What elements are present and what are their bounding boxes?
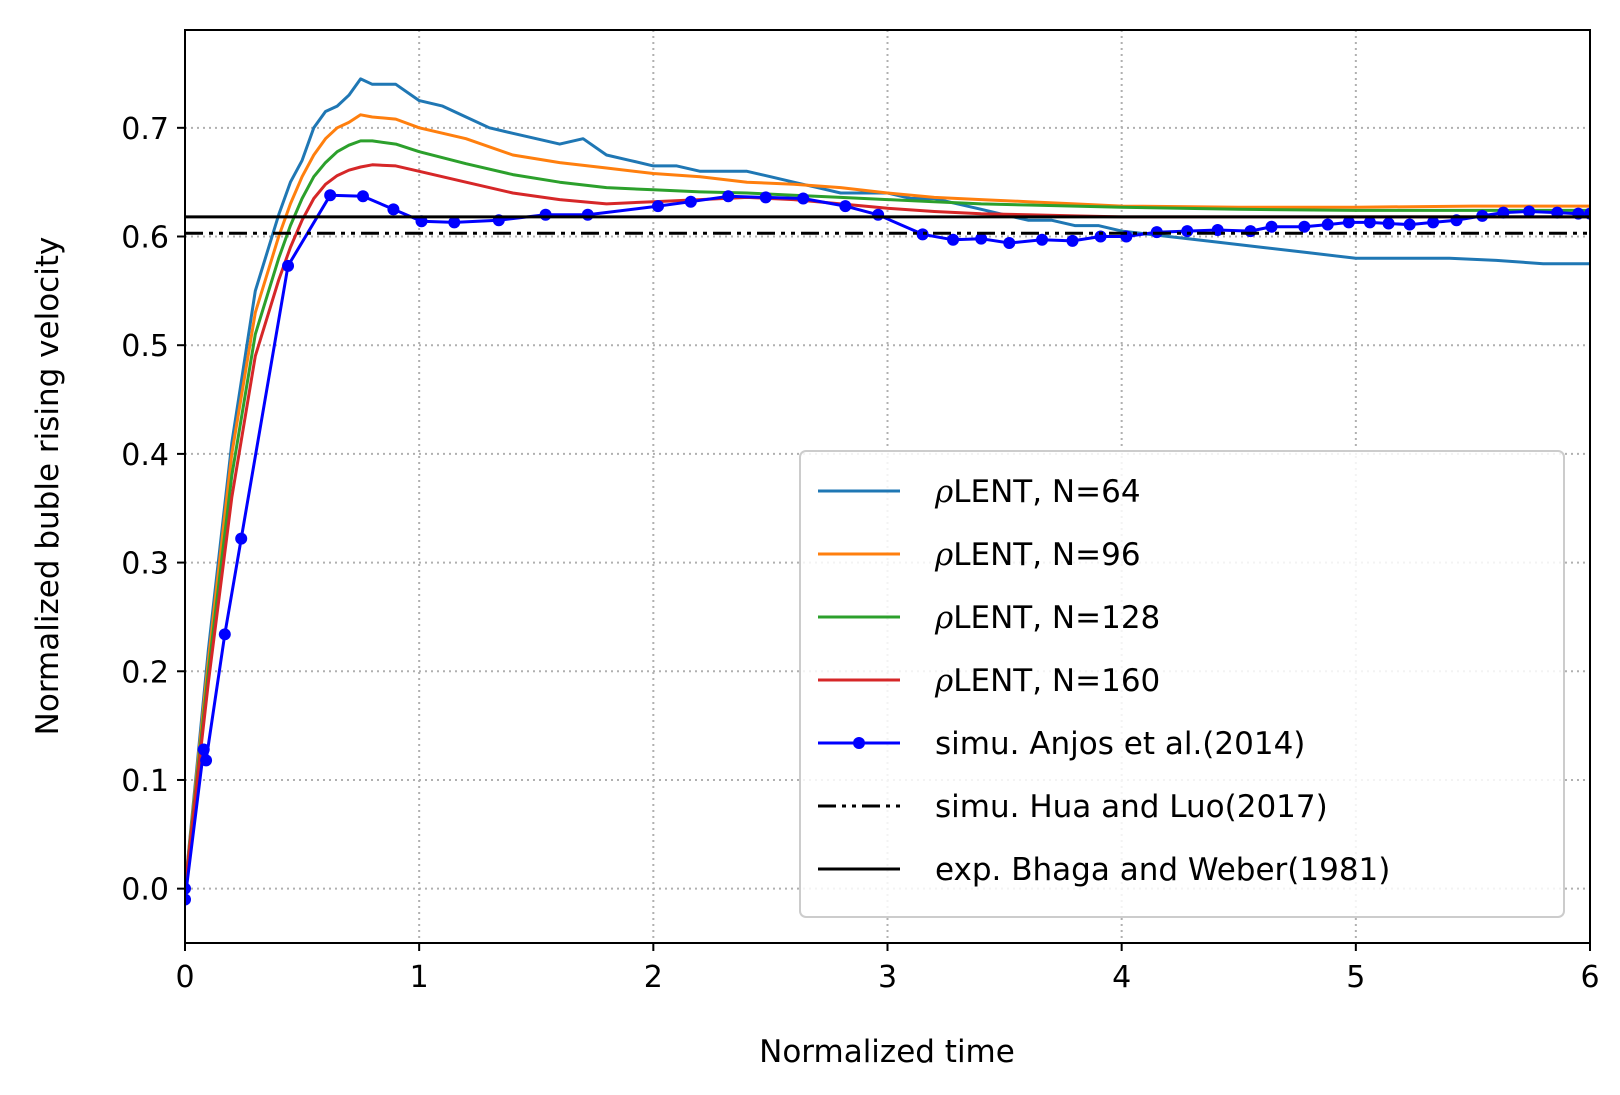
series-point-4 [1427, 216, 1440, 229]
series-point-4 [185, 893, 191, 906]
y-tick-label: 0.3 [121, 547, 169, 582]
x-tick-label: 4 [1112, 960, 1131, 995]
series-point-4 [197, 743, 210, 756]
series-point-4 [947, 233, 960, 246]
series-point-4 [1036, 233, 1049, 246]
legend-label-6: exp. Bhaga and Weber(1981) [935, 852, 1390, 888]
y-tick-label: 0.4 [121, 438, 169, 473]
series-point-4 [200, 754, 213, 767]
series-point-4 [1298, 220, 1311, 233]
series-point-4 [1094, 230, 1107, 243]
x-axis-label: Normalized time [759, 1034, 1015, 1070]
series-point-4 [1244, 225, 1257, 238]
series-point-4 [797, 192, 810, 205]
x-tick-label: 2 [644, 960, 663, 995]
series-point-4 [1523, 205, 1536, 218]
series-point-4 [282, 259, 295, 272]
legend-name: simu. Anjos et al.(2014) [935, 726, 1305, 762]
legend-label-2: ρLENT, N=128 [934, 600, 1160, 636]
series-point-4 [1382, 217, 1395, 230]
series-point-4 [872, 208, 885, 221]
series-point-4 [652, 200, 665, 213]
y-tick-label: 0.2 [121, 655, 169, 690]
series-point-4 [1181, 225, 1194, 238]
legend-name: exp. Bhaga and Weber(1981) [935, 852, 1390, 888]
y-tick-label: 0.6 [121, 221, 169, 256]
series-point-4 [1363, 216, 1376, 229]
series-point-4 [722, 190, 735, 203]
series-point-4 [448, 216, 461, 229]
series-point-4 [235, 532, 248, 545]
series-point-4 [975, 232, 988, 245]
legend-label-5: simu. Hua and Luo(2017) [935, 789, 1328, 825]
series-point-4 [684, 195, 697, 208]
series-point-4 [1342, 216, 1355, 229]
legend-label-3: ρLENT, N=160 [934, 663, 1160, 699]
legend-name: LENT, N=128 [953, 600, 1160, 636]
y-axis-label: Normalized buble rising velocity [30, 237, 66, 736]
legend-rho-symbol: ρ [934, 663, 953, 699]
series-point-4 [185, 882, 191, 895]
y-tick-label: 0.5 [121, 329, 169, 364]
x-tick-label: 0 [175, 960, 194, 995]
series-line-3 [185, 163, 1590, 889]
series-point-4 [1265, 220, 1278, 233]
legend-label-1: ρLENT, N=96 [934, 537, 1141, 573]
series-point-4 [387, 203, 400, 216]
legend-name: LENT, N=96 [953, 537, 1140, 573]
legend-rho-symbol: ρ [934, 537, 953, 573]
series-point-4 [839, 200, 852, 213]
legend-rho-symbol: ρ [934, 600, 953, 636]
series-line-2 [185, 139, 1590, 889]
series-line-1 [185, 113, 1590, 889]
x-tick-label: 6 [1580, 960, 1599, 995]
x-tick-label: 5 [1346, 960, 1365, 995]
legend-name: LENT, N=64 [953, 474, 1140, 510]
series-layer [185, 77, 1590, 906]
series-point-4 [1066, 234, 1079, 247]
series-point-4 [1403, 218, 1416, 231]
legend-box [799, 450, 1565, 918]
series-point-4 [1003, 237, 1016, 250]
series-line-0 [185, 77, 1590, 889]
series-point-4 [218, 628, 231, 641]
y-tick-label: 0.0 [121, 873, 169, 908]
y-tick-label: 0.1 [121, 764, 169, 799]
y-tick-label: 0.7 [121, 112, 169, 147]
legend-name: LENT, N=160 [953, 663, 1160, 699]
x-tick-label: 1 [410, 960, 429, 995]
ticks: 0 1 2 3 4 5 6 0.0 0.1 0.2 0.3 0.4 0.5 0.6 0.7 [121, 112, 1599, 995]
legend-marker-4 [853, 737, 865, 749]
legend-label-4: simu. Anjos et al.(2014) [935, 726, 1305, 762]
series-point-4 [539, 208, 552, 221]
series-point-4 [356, 190, 369, 203]
series-point-4 [324, 189, 337, 202]
series-point-4 [916, 228, 929, 241]
legend-rho-symbol: ρ [934, 474, 953, 510]
series-point-4 [759, 191, 772, 204]
legend-label-0: ρLENT, N=64 [934, 474, 1141, 510]
series-point-4 [581, 208, 594, 221]
series-point-4 [1321, 218, 1334, 231]
legend-name: simu. Hua and Luo(2017) [935, 789, 1328, 825]
x-tick-label: 3 [878, 960, 897, 995]
